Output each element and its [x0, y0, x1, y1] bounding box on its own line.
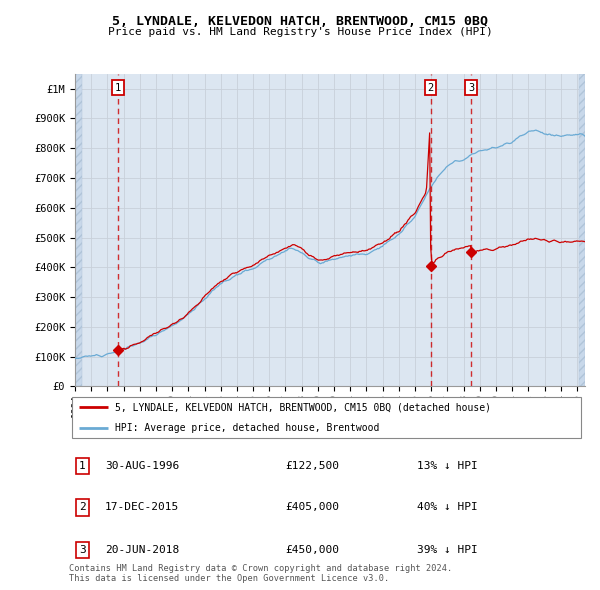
Bar — [75, 74, 82, 386]
Text: 5, LYNDALE, KELVEDON HATCH, BRENTWOOD, CM15 0BQ (detached house): 5, LYNDALE, KELVEDON HATCH, BRENTWOOD, C… — [115, 402, 491, 412]
Text: 13% ↓ HPI: 13% ↓ HPI — [417, 461, 478, 471]
Text: 30-AUG-1996: 30-AUG-1996 — [105, 461, 179, 471]
Text: Contains HM Land Registry data © Crown copyright and database right 2024.
This d: Contains HM Land Registry data © Crown c… — [69, 563, 452, 583]
Bar — [578, 74, 585, 386]
Text: 20-JUN-2018: 20-JUN-2018 — [105, 545, 179, 555]
Text: 3: 3 — [468, 83, 475, 93]
Text: 2: 2 — [427, 83, 434, 93]
FancyBboxPatch shape — [71, 397, 581, 438]
Text: 5, LYNDALE, KELVEDON HATCH, BRENTWOOD, CM15 0BQ: 5, LYNDALE, KELVEDON HATCH, BRENTWOOD, C… — [112, 15, 488, 28]
Text: £450,000: £450,000 — [285, 545, 339, 555]
Text: £122,500: £122,500 — [285, 461, 339, 471]
Text: £405,000: £405,000 — [285, 503, 339, 512]
Text: HPI: Average price, detached house, Brentwood: HPI: Average price, detached house, Bren… — [115, 422, 380, 432]
Text: 17-DEC-2015: 17-DEC-2015 — [105, 503, 179, 512]
Text: 40% ↓ HPI: 40% ↓ HPI — [417, 503, 478, 512]
Text: 1: 1 — [79, 461, 86, 471]
Text: Price paid vs. HM Land Registry's House Price Index (HPI): Price paid vs. HM Land Registry's House … — [107, 27, 493, 37]
Text: 2: 2 — [79, 503, 86, 512]
Text: 1: 1 — [115, 83, 121, 93]
Text: 39% ↓ HPI: 39% ↓ HPI — [417, 545, 478, 555]
Text: 3: 3 — [79, 545, 86, 555]
